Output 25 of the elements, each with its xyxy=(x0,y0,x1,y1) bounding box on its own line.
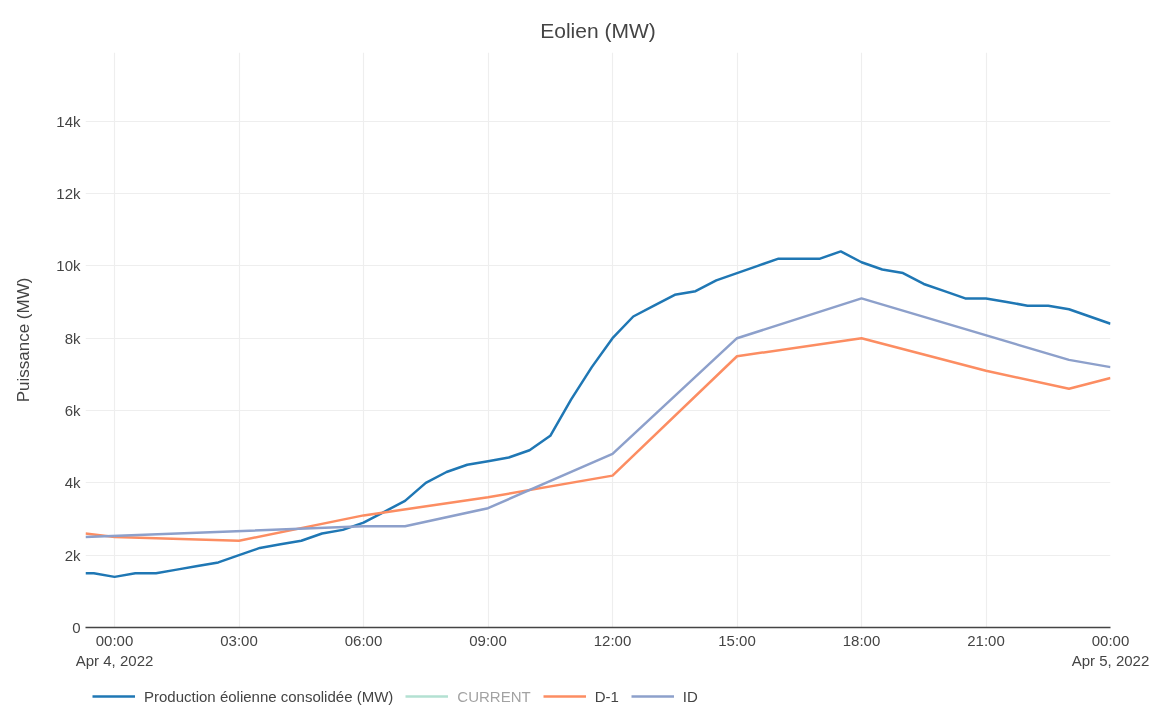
legend-label: Production éolienne consolidée (MW) xyxy=(144,687,394,705)
y-axis-title: Puissance (MW) xyxy=(14,277,34,403)
line-series xyxy=(85,297,1111,539)
y-tick-label: 4k xyxy=(64,474,81,492)
x-tick-label: 15:00 xyxy=(718,631,756,649)
y-tick-label: 2k xyxy=(64,546,81,564)
y-tick-label: 14k xyxy=(56,112,81,130)
x-tick-label: 00:00 Apr 5, 2022 xyxy=(1071,631,1150,669)
x-tick-label: 06:00 xyxy=(344,631,383,649)
x-tick-label: 09:00 xyxy=(469,631,507,649)
line-series xyxy=(85,336,1111,542)
x-tick-label: 03:00 xyxy=(220,631,258,649)
y-tick-label: 6k xyxy=(64,402,81,420)
y-tick-label: 8k xyxy=(64,329,81,347)
legend-label: CURRENT xyxy=(457,687,531,705)
y-tick-label: 12k xyxy=(56,185,81,203)
x-tick-label: 12:00 xyxy=(593,631,632,649)
x-tick-label: 18:00 xyxy=(842,631,881,649)
legend-label: D-1 xyxy=(594,687,619,705)
chart-title: Eolien (MW) xyxy=(540,18,656,42)
legend-label: ID xyxy=(682,687,699,705)
line-series xyxy=(85,250,1111,579)
y-tick-label: 10k xyxy=(56,257,81,275)
y-tick-label: 0 xyxy=(72,619,81,636)
x-tick-label: 21:00 xyxy=(967,631,1005,649)
